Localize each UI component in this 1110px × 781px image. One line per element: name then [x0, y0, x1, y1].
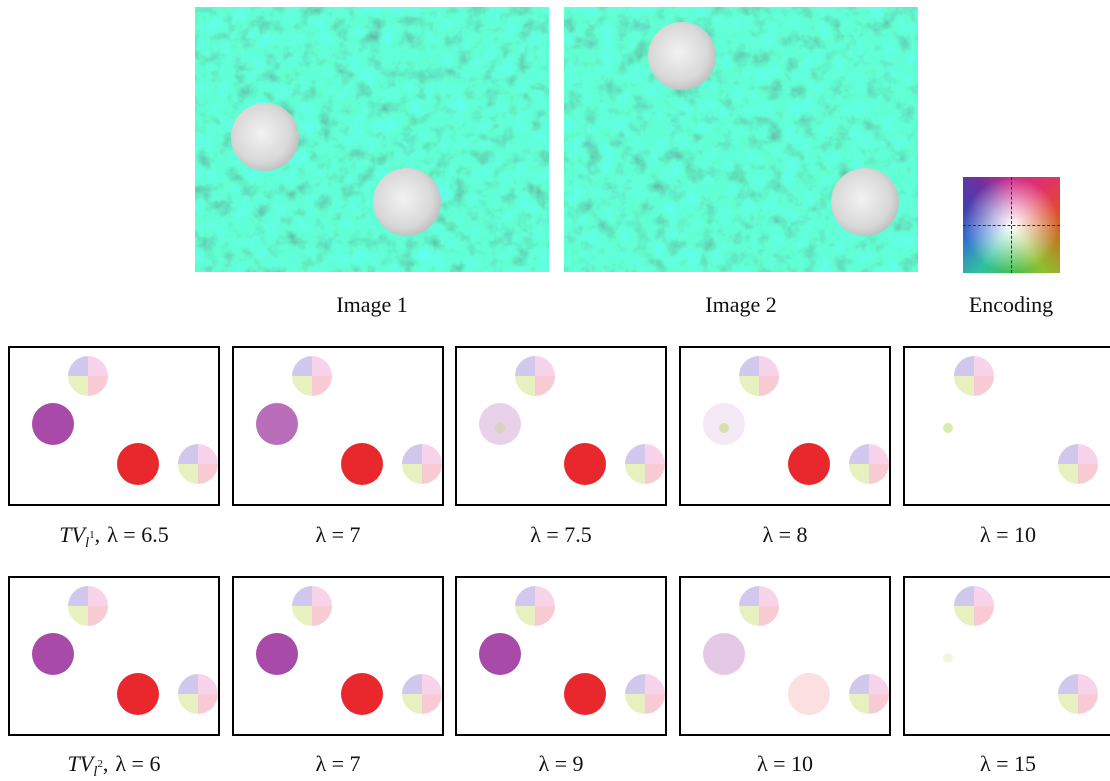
- flow-region: [341, 673, 383, 715]
- flow-region: [564, 673, 606, 715]
- image-label: Image 1: [336, 292, 407, 317]
- caption-lambda: λ = 6.5: [107, 522, 169, 547]
- flow-panel: [904, 577, 1110, 735]
- flow-panel: [9, 577, 219, 735]
- flow-region: [32, 633, 74, 675]
- caption: TVl1,λ = 6.5: [59, 522, 168, 551]
- flow-region: [943, 423, 953, 433]
- image-label: Encoding: [969, 292, 1053, 317]
- caption: λ = 8: [762, 522, 807, 547]
- caption-lambda: λ = 7: [315, 522, 360, 547]
- flow-panel: [680, 577, 890, 735]
- flow-region: [788, 673, 830, 715]
- flow-region: [117, 673, 159, 715]
- figure: Image 1 Image 2 Encoding TVl1,λ = 6.5 λ = 7 λ…: [0, 0, 1110, 781]
- caption: λ = 7: [315, 522, 360, 547]
- caption: λ = 7.5: [530, 522, 592, 547]
- flow-region: [32, 403, 74, 445]
- caption: λ = 15: [980, 751, 1036, 776]
- caption-lambda: λ = 15: [980, 751, 1036, 776]
- flow-region: [495, 423, 505, 433]
- flow-region: [479, 633, 521, 675]
- flow-panel: [233, 577, 443, 735]
- flow-region: [943, 653, 953, 663]
- caption: λ = 10: [980, 522, 1036, 547]
- caption-lambda: λ = 7: [315, 751, 360, 776]
- caption-method: TV: [68, 751, 96, 776]
- caption-method: TV: [59, 522, 87, 547]
- flow-region: [256, 403, 298, 445]
- flow-panel: [9, 347, 219, 505]
- caption-lambda: λ = 6: [115, 751, 160, 776]
- caption-separator: ,: [103, 751, 109, 776]
- flow-region: [719, 423, 729, 433]
- image-1: [195, 7, 549, 272]
- caption-lambda: λ = 10: [980, 522, 1036, 547]
- flow-panel: [456, 577, 666, 735]
- image-2: [564, 7, 918, 272]
- caption: TVl2,λ = 6: [68, 751, 161, 780]
- flow-panel: [456, 347, 666, 505]
- flow-region: [341, 443, 383, 485]
- flow-panel: [904, 347, 1110, 505]
- flow-region: [117, 443, 159, 485]
- caption-lambda: λ = 9: [538, 751, 583, 776]
- figure-canvas: Image 1 Image 2 Encoding TVl1,λ = 6.5 λ = 7 λ…: [0, 0, 1110, 781]
- caption-separator: ,: [95, 522, 101, 547]
- flow-region: [788, 443, 830, 485]
- caption: λ = 9: [538, 751, 583, 776]
- flow-region: [703, 633, 745, 675]
- flow-panel: [680, 347, 890, 505]
- flow-panel: [233, 347, 443, 505]
- color-encoding: [963, 177, 1060, 273]
- caption: λ = 7: [315, 751, 360, 776]
- caption-lambda: λ = 10: [757, 751, 813, 776]
- caption-lambda: λ = 8: [762, 522, 807, 547]
- caption-lambda: λ = 7.5: [530, 522, 592, 547]
- caption: λ = 10: [757, 751, 813, 776]
- flow-region: [564, 443, 606, 485]
- flow-region: [256, 633, 298, 675]
- image-label: Image 2: [705, 292, 776, 317]
